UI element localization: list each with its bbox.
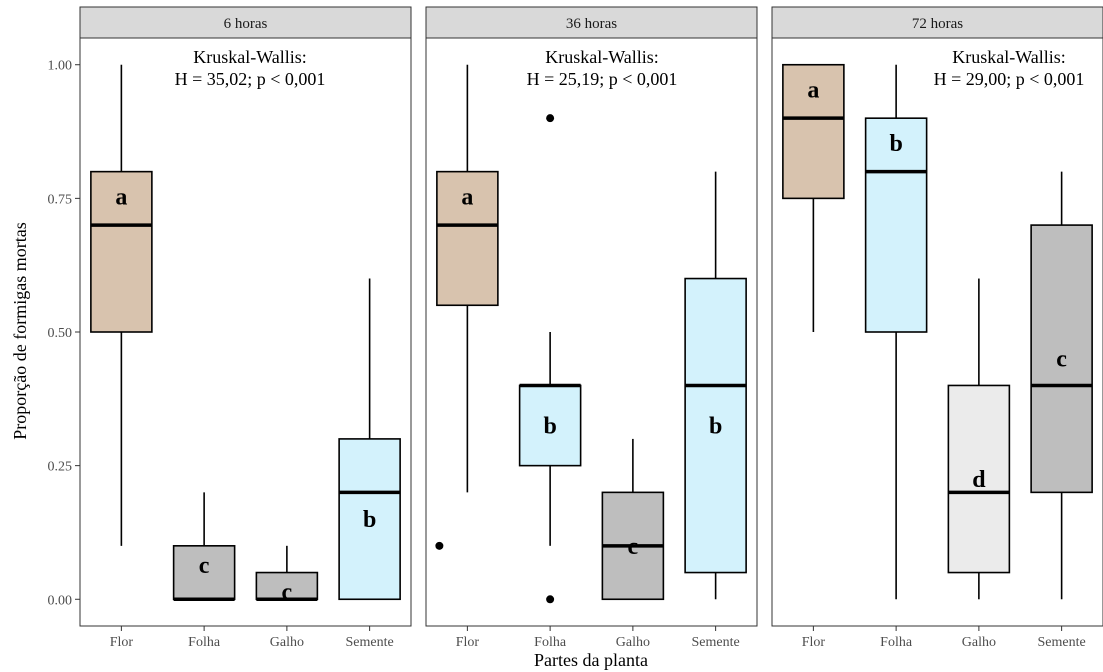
- box-flor: a: [90, 64, 153, 546]
- y-tick-label: 1.00: [48, 59, 73, 74]
- group-letter: a: [807, 78, 819, 104]
- x-tick-label: Galho: [616, 635, 650, 650]
- panel-title: 36 horas: [566, 16, 617, 32]
- y-tick-label: 0.00: [48, 593, 73, 608]
- x-tick-label: Flor: [802, 635, 826, 650]
- outlier-point: [546, 114, 555, 123]
- box-folha: b: [864, 64, 928, 600]
- panel-title: 72 horas: [912, 16, 963, 32]
- group-letter: a: [461, 185, 473, 211]
- group-letter: d: [972, 467, 986, 493]
- outlier-point: [546, 595, 555, 604]
- y-tick-label: 0.75: [48, 192, 73, 207]
- box-body: [864, 117, 928, 333]
- panel-3: 72 horas a b d c Kruskal-Wallis:H = 29,00; p …: [771, 6, 1103, 650]
- annotation-line-2: H = 35,02; p < 0,001: [175, 69, 326, 89]
- box-body: [947, 384, 1011, 574]
- y-axis-title: Proporção de formigas mortas: [10, 222, 30, 439]
- box-body: [338, 438, 401, 601]
- box-body: [90, 170, 153, 333]
- group-letter: c: [199, 553, 210, 579]
- group-letter: c: [1056, 347, 1067, 373]
- group-letter: b: [889, 131, 902, 157]
- annotation-line-1: Kruskal-Wallis:: [952, 47, 1066, 67]
- box-body: [1030, 224, 1093, 494]
- panel-border: [771, 37, 1103, 627]
- panel-strip: [425, 6, 758, 39]
- panel-2: 36 horas a b c b Kruskal-Wallis:H = 25,19; p …: [425, 6, 758, 650]
- box-semente: c: [1030, 171, 1093, 600]
- annotation-line-1: Kruskal-Wallis:: [545, 47, 659, 67]
- group-letter: a: [115, 185, 127, 211]
- x-tick-label: Galho: [962, 635, 996, 650]
- x-tick-label: Folha: [880, 635, 913, 650]
- box-body: [782, 63, 845, 200]
- group-letter: b: [709, 414, 722, 440]
- box-galho: d: [947, 278, 1011, 600]
- x-tick-label: Flor: [456, 635, 480, 650]
- x-tick-label: Semente: [346, 635, 394, 650]
- y-axis: 0.00 0.25 0.50 0.75 1.00: [48, 59, 80, 608]
- x-tick-label: Flor: [110, 635, 134, 650]
- x-tick-label: Semente: [692, 635, 740, 650]
- group-letter: b: [363, 507, 376, 533]
- box-flor: a: [782, 63, 845, 332]
- panel-border: [425, 37, 758, 627]
- annotation-line-2: H = 25,19; p < 0,001: [527, 69, 678, 89]
- box-galho: c: [601, 438, 665, 601]
- box-body: [436, 170, 499, 307]
- x-axis-title: Partes da planta: [534, 650, 648, 670]
- box-folha: b: [518, 114, 582, 604]
- panel-strip: [79, 6, 412, 39]
- x-tick-label: Folha: [188, 635, 221, 650]
- box-body: [518, 384, 582, 467]
- panel-1: 6 horas a c c b Kruskal-Wallis:H = 35,02; p <…: [79, 6, 412, 650]
- y-tick-label: 0.25: [48, 460, 73, 475]
- box-folha: c: [172, 492, 236, 602]
- box-flor: a: [435, 64, 499, 550]
- box-body: [255, 571, 319, 601]
- x-tick-label: Folha: [534, 635, 567, 650]
- annotation-line-1: Kruskal-Wallis:: [193, 47, 307, 67]
- box-body: [684, 277, 747, 574]
- box-galho: c: [255, 545, 319, 606]
- box-semente: b: [338, 278, 401, 601]
- box-semente: b: [684, 171, 747, 600]
- annotation-line-2: H = 29,00; p < 0,001: [934, 69, 1085, 89]
- group-letter: c: [282, 580, 293, 606]
- x-tick-label: Galho: [270, 635, 304, 650]
- outlier-point: [435, 541, 444, 550]
- y-tick-label: 0.50: [48, 326, 73, 341]
- x-tick-label: Semente: [1038, 635, 1086, 650]
- group-letter: b: [543, 414, 556, 440]
- group-letter: c: [628, 534, 639, 560]
- panel-title: 6 horas: [224, 16, 268, 32]
